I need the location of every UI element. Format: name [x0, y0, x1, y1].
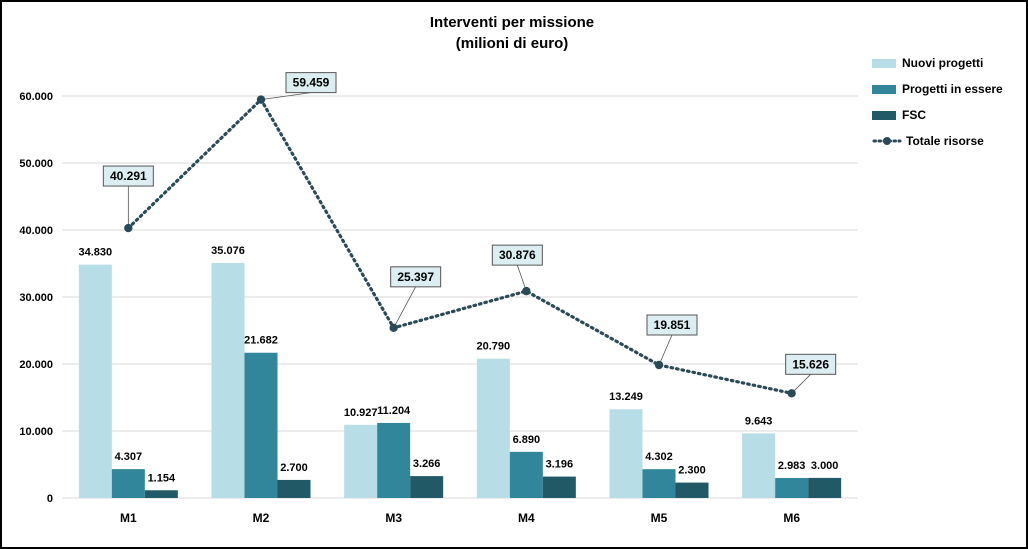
callout-box — [390, 266, 442, 288]
bar-data-label: 3.196 — [546, 459, 574, 471]
y-tick-label: 20.000 — [19, 359, 53, 371]
y-tick-label: 30.000 — [19, 292, 53, 304]
y-tick-label: 0 — [47, 493, 53, 505]
bar-data-label: 1.154 — [148, 472, 176, 484]
line-data-label: 30.876 — [499, 248, 536, 262]
legend-swatch-fsc — [872, 110, 896, 120]
y-tick-label: 40.000 — [19, 225, 53, 237]
bar — [675, 482, 709, 498]
chart-title-text: Interventi per missione — [429, 14, 595, 31]
legend-swatch-progetti-in-essere — [872, 84, 896, 94]
bar-data-label: 20.790 — [477, 341, 511, 353]
bar — [144, 490, 178, 498]
line-series-totale-risorse — [126, 97, 794, 395]
x-tick-label: M5 — [651, 511, 668, 525]
callout-box — [491, 244, 543, 266]
chart-title: Interventi per missione (milioni di euro… — [0, 12, 1024, 54]
bar — [277, 479, 311, 498]
bar-data-label: 9.643 — [745, 415, 773, 427]
y-tick-label: 10.000 — [19, 426, 53, 438]
x-tick-label: M3 — [385, 511, 402, 525]
legend-label-nuovi-progetti: Nuovi progetti — [902, 56, 984, 70]
bar-data-label: 4.307 — [115, 451, 143, 463]
line-data-label: 59.459 — [293, 76, 330, 90]
bar-data-label: 2.300 — [678, 465, 706, 477]
callout-leader — [393, 286, 417, 329]
y-tick-label: 60.000 — [19, 91, 53, 103]
bar — [642, 469, 676, 498]
bar — [211, 262, 245, 498]
line-point — [787, 389, 796, 398]
bar-data-label: 34.830 — [79, 247, 113, 259]
bar — [476, 358, 510, 498]
callout-box — [785, 353, 837, 375]
callout-leader — [658, 334, 673, 366]
callout-leader — [260, 92, 312, 101]
legend-swatch-nuovi-progetti — [872, 58, 896, 68]
bar — [609, 409, 643, 498]
bar-data-label: 4.302 — [645, 451, 673, 463]
callout-box — [102, 165, 154, 187]
bar-data-label: 2.983 — [778, 460, 806, 472]
bar-data-label: 6.890 — [513, 434, 541, 446]
x-tick-label: M2 — [253, 511, 270, 525]
bar — [509, 451, 543, 498]
callout-leader — [516, 264, 527, 292]
line-data-label: 25.397 — [397, 270, 434, 284]
bar — [377, 422, 411, 498]
x-tick-label: M6 — [783, 511, 800, 525]
x-tick-label: M1 — [120, 511, 137, 525]
bar — [742, 433, 776, 498]
legend-item-progetti-in-essere: Progetti in essere — [872, 76, 1022, 102]
bar-data-label: 13.249 — [609, 391, 643, 403]
chart-legend: Nuovi progetti Progetti in essere FSC To… — [872, 50, 1022, 154]
bar — [244, 352, 278, 498]
legend-label-fsc: FSC — [902, 108, 926, 122]
line-point — [124, 223, 133, 233]
bar-data-label: 3.266 — [413, 458, 441, 470]
bar — [808, 477, 842, 498]
line-point — [256, 95, 266, 104]
legend-item-totale-risorse: Totale risorse — [872, 128, 1022, 154]
x-tick-label: M4 — [518, 511, 535, 525]
bar-data-label: 2.700 — [280, 462, 308, 474]
bar — [410, 476, 444, 498]
bar — [542, 476, 576, 498]
line-point — [522, 286, 531, 296]
legend-label-totale-risorse: Totale risorse — [906, 134, 984, 148]
bar — [111, 469, 145, 498]
line-point — [654, 360, 664, 370]
callout-leader — [791, 374, 811, 394]
callout-box — [646, 314, 698, 336]
bar-data-label: 10.927 — [344, 407, 378, 419]
bar-data-label: 3.000 — [811, 460, 839, 472]
bar — [78, 264, 112, 498]
chart-subtitle-text: (milioni di euro) — [455, 35, 569, 52]
legend-item-nuovi-progetti: Nuovi progetti — [872, 50, 1022, 76]
line-data-label: 15.626 — [792, 357, 829, 371]
bar — [775, 478, 809, 498]
y-tick-label: 50.000 — [19, 158, 53, 170]
line-data-label: 19.851 — [654, 318, 691, 332]
line-data-label: 40.291 — [110, 169, 147, 183]
legend-label-progetti-in-essere: Progetti in essere — [902, 82, 1003, 96]
legend-marker — [883, 137, 891, 145]
bar — [344, 424, 378, 498]
callout-box — [285, 72, 337, 94]
bar-data-label: 35.076 — [211, 245, 245, 257]
bar-data-label: 11.204 — [377, 405, 411, 417]
legend-swatch-totale-risorse — [872, 137, 902, 145]
bar-data-label: 21.682 — [244, 335, 278, 347]
line-point — [389, 323, 398, 333]
legend-item-fsc: FSC — [872, 102, 1022, 128]
